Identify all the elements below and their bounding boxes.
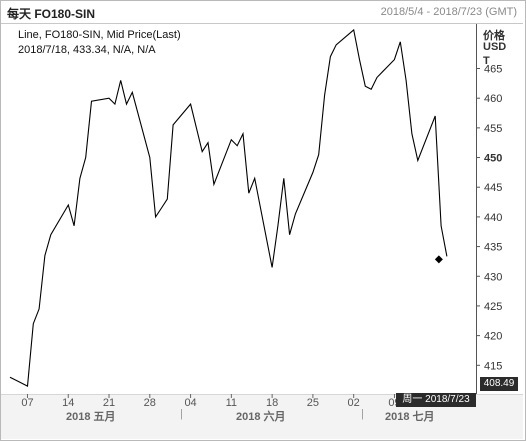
plot-area[interactable]: [6, 24, 476, 392]
y-tick-label: 430: [484, 271, 502, 283]
x-tick-label: 04: [184, 397, 196, 409]
x-tick-label: 14: [62, 397, 74, 409]
month-label-july: 2018 七月: [385, 411, 435, 423]
x-tick-label: 11: [226, 397, 237, 409]
x-tick-label: 02: [348, 397, 360, 409]
legend-value: 2018/7/18, 433.34, N/A, N/A: [18, 44, 156, 56]
y-tick-label: 435: [484, 242, 502, 254]
month-label-may: 2018 五月: [66, 411, 116, 423]
y-tick-label: 440: [484, 212, 502, 224]
y-tick-label: 450: [484, 153, 502, 165]
y-axis-unit-suffix: T: [483, 55, 490, 67]
month-label-june: 2018 六月: [236, 411, 286, 423]
x-tick-label: 28: [144, 397, 156, 409]
y-axis-unit-label: 价格: [483, 30, 505, 42]
legend-series: Line, FO180-SIN, Mid Price(Last): [18, 29, 181, 41]
y-tick-label: 465: [484, 64, 502, 76]
x-tick-label: 25: [307, 397, 319, 409]
month-separator: |: [361, 408, 364, 420]
cursor-value-box: 408.49: [480, 377, 518, 391]
chart-title: 每天 FO180-SIN: [7, 7, 96, 21]
price-series-line: [9, 28, 448, 387]
y-tick-label: 415: [484, 360, 502, 372]
cursor-date-box: 周一 2018/7/23: [396, 393, 476, 407]
y-tick-label: 455: [484, 123, 502, 135]
y-tick-label: 445: [484, 182, 502, 194]
x-tick-label: 21: [103, 397, 115, 409]
title-bar: 每天 FO180-SIN 2018/5/4 - 2018/7/23 (GMT): [1, 1, 523, 24]
y-tick-label: 420: [484, 331, 502, 343]
month-separator: |: [180, 408, 183, 420]
y-tick-label: 460: [484, 93, 502, 105]
x-tick-label: 18: [266, 397, 278, 409]
date-range: 2018/5/4 - 2018/7/23 (GMT): [380, 6, 517, 18]
y-tick-label: 425: [484, 301, 502, 313]
x-tick-label: 07: [21, 397, 33, 409]
y-axis-unit-currency: USD: [483, 41, 507, 53]
